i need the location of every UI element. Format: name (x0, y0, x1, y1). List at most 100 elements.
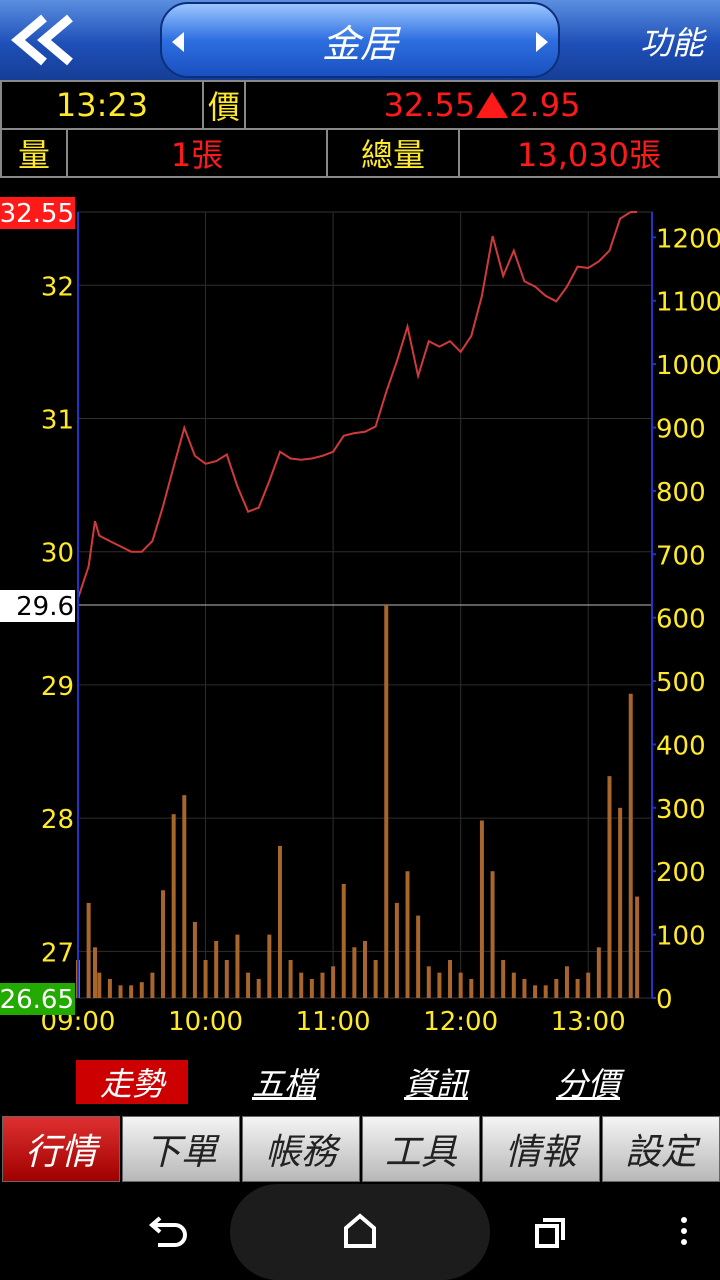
volume-bar (235, 934, 240, 998)
volume-bar (129, 985, 134, 998)
x-tick-label: 12:00 (423, 1007, 498, 1037)
y-tick-label: 31 (41, 405, 74, 435)
tab[interactable]: 五檔 (251, 1065, 316, 1103)
y2-tick-label: 600 (656, 605, 706, 635)
recent-icon[interactable] (535, 1218, 565, 1248)
y-tick-label: 27 (41, 938, 74, 968)
y2-tick-label: 700 (656, 541, 706, 571)
volume-bar (150, 972, 155, 998)
volume-bar (277, 845, 282, 998)
volume-bar (203, 959, 208, 998)
volume-bar (635, 896, 640, 998)
back-button[interactable] (0, 0, 90, 80)
menu-button[interactable]: 行情 (2, 1116, 120, 1182)
volume-bar (501, 959, 506, 998)
volume-bar (394, 902, 399, 998)
volume-bar (405, 871, 410, 998)
low-label-bg (0, 983, 75, 1015)
y2-tick-label: 100 (656, 922, 706, 952)
change: 2.95 (509, 86, 581, 124)
menu-button[interactable]: 情報 (482, 1116, 600, 1182)
menu-button[interactable]: 帳務 (242, 1116, 360, 1182)
volume-bar (426, 966, 431, 998)
y2-tick-label: 500 (656, 668, 706, 698)
volume-bar (564, 966, 569, 998)
volume-bar (522, 978, 527, 998)
volume-bar (437, 972, 442, 998)
volume-bar (554, 978, 559, 998)
volume-bar (86, 902, 91, 998)
volume-bar (469, 978, 474, 998)
price-label: 價 (202, 80, 246, 130)
high-label-bg (0, 197, 75, 229)
volume-bar (93, 947, 98, 998)
volume-bar (607, 776, 612, 998)
volume-bar (139, 982, 144, 998)
nav-bar (148, 1184, 687, 1280)
tab[interactable]: 分價 (555, 1065, 620, 1103)
price: 32.55 (383, 86, 476, 124)
y2-tick-label: 1100 (656, 288, 720, 318)
y2-tick-label: 200 (656, 858, 706, 888)
prev-arrow[interactable] (168, 30, 188, 54)
y2-tick-label: 300 (656, 795, 706, 825)
high-label: 32.55 (0, 199, 74, 229)
volume-bar (575, 978, 580, 998)
total-label: 總量 (326, 128, 460, 178)
up-arrow (476, 92, 509, 118)
volume-bar (182, 795, 187, 998)
y-tick-label: 29 (41, 672, 74, 702)
volume-bar (246, 972, 251, 998)
next-arrow[interactable] (532, 30, 552, 54)
volume-bar (214, 940, 219, 998)
low-label: 26.65 (0, 985, 74, 1015)
volume-bar (586, 972, 591, 998)
y2-tick-label: 0 (656, 985, 673, 1015)
menu-button[interactable]: 工具 (362, 1116, 480, 1182)
volume-bar (596, 947, 601, 998)
function-button[interactable]: 功能 (640, 24, 705, 62)
back-icon[interactable] (148, 1216, 187, 1247)
y2-tick-label: 900 (656, 415, 706, 445)
volume-bar (224, 959, 229, 998)
more-icon[interactable] (681, 1217, 687, 1245)
volume-bar (384, 605, 389, 998)
volume-bar (267, 934, 272, 998)
volume-bar (458, 972, 463, 998)
volume-bar (320, 972, 325, 998)
volume-bar (192, 921, 197, 998)
volume-bar (171, 814, 176, 998)
menu-button[interactable]: 設定 (602, 1116, 720, 1182)
header: 金居 功能 (0, 0, 720, 80)
volume-bar (309, 978, 314, 998)
volume-bar (363, 940, 367, 998)
x-tick-label: 10:00 (168, 1007, 243, 1037)
tab[interactable]: 走勢 (76, 1060, 188, 1104)
volume-bar (107, 978, 112, 998)
volume-bar (161, 890, 166, 998)
volume-bar (490, 871, 495, 998)
volume-bar (97, 972, 102, 998)
total-volume: 13,030張 (458, 128, 720, 178)
y2-tick-label: 1200 (656, 224, 720, 254)
volume-bar (352, 947, 357, 998)
menu-button[interactable]: 下單 (122, 1116, 240, 1182)
volume-bar (256, 978, 261, 998)
y2-tick-label: 1000 (656, 351, 720, 381)
volume-bar (543, 985, 548, 998)
price-line (77, 211, 638, 599)
volume-bar (118, 985, 123, 998)
title-pill: 金居 (160, 2, 560, 78)
y2-tick-label: 800 (656, 478, 706, 508)
volume-bar (331, 966, 336, 998)
home-icon[interactable] (344, 1213, 376, 1248)
volume-bar (618, 807, 623, 998)
volume-bar (448, 959, 453, 998)
tab[interactable]: 資訊 (403, 1065, 468, 1103)
volume-bar (416, 915, 421, 998)
y-tick-label: 32 (41, 272, 74, 302)
volume-bar (373, 959, 378, 998)
volume-bar (341, 883, 346, 998)
